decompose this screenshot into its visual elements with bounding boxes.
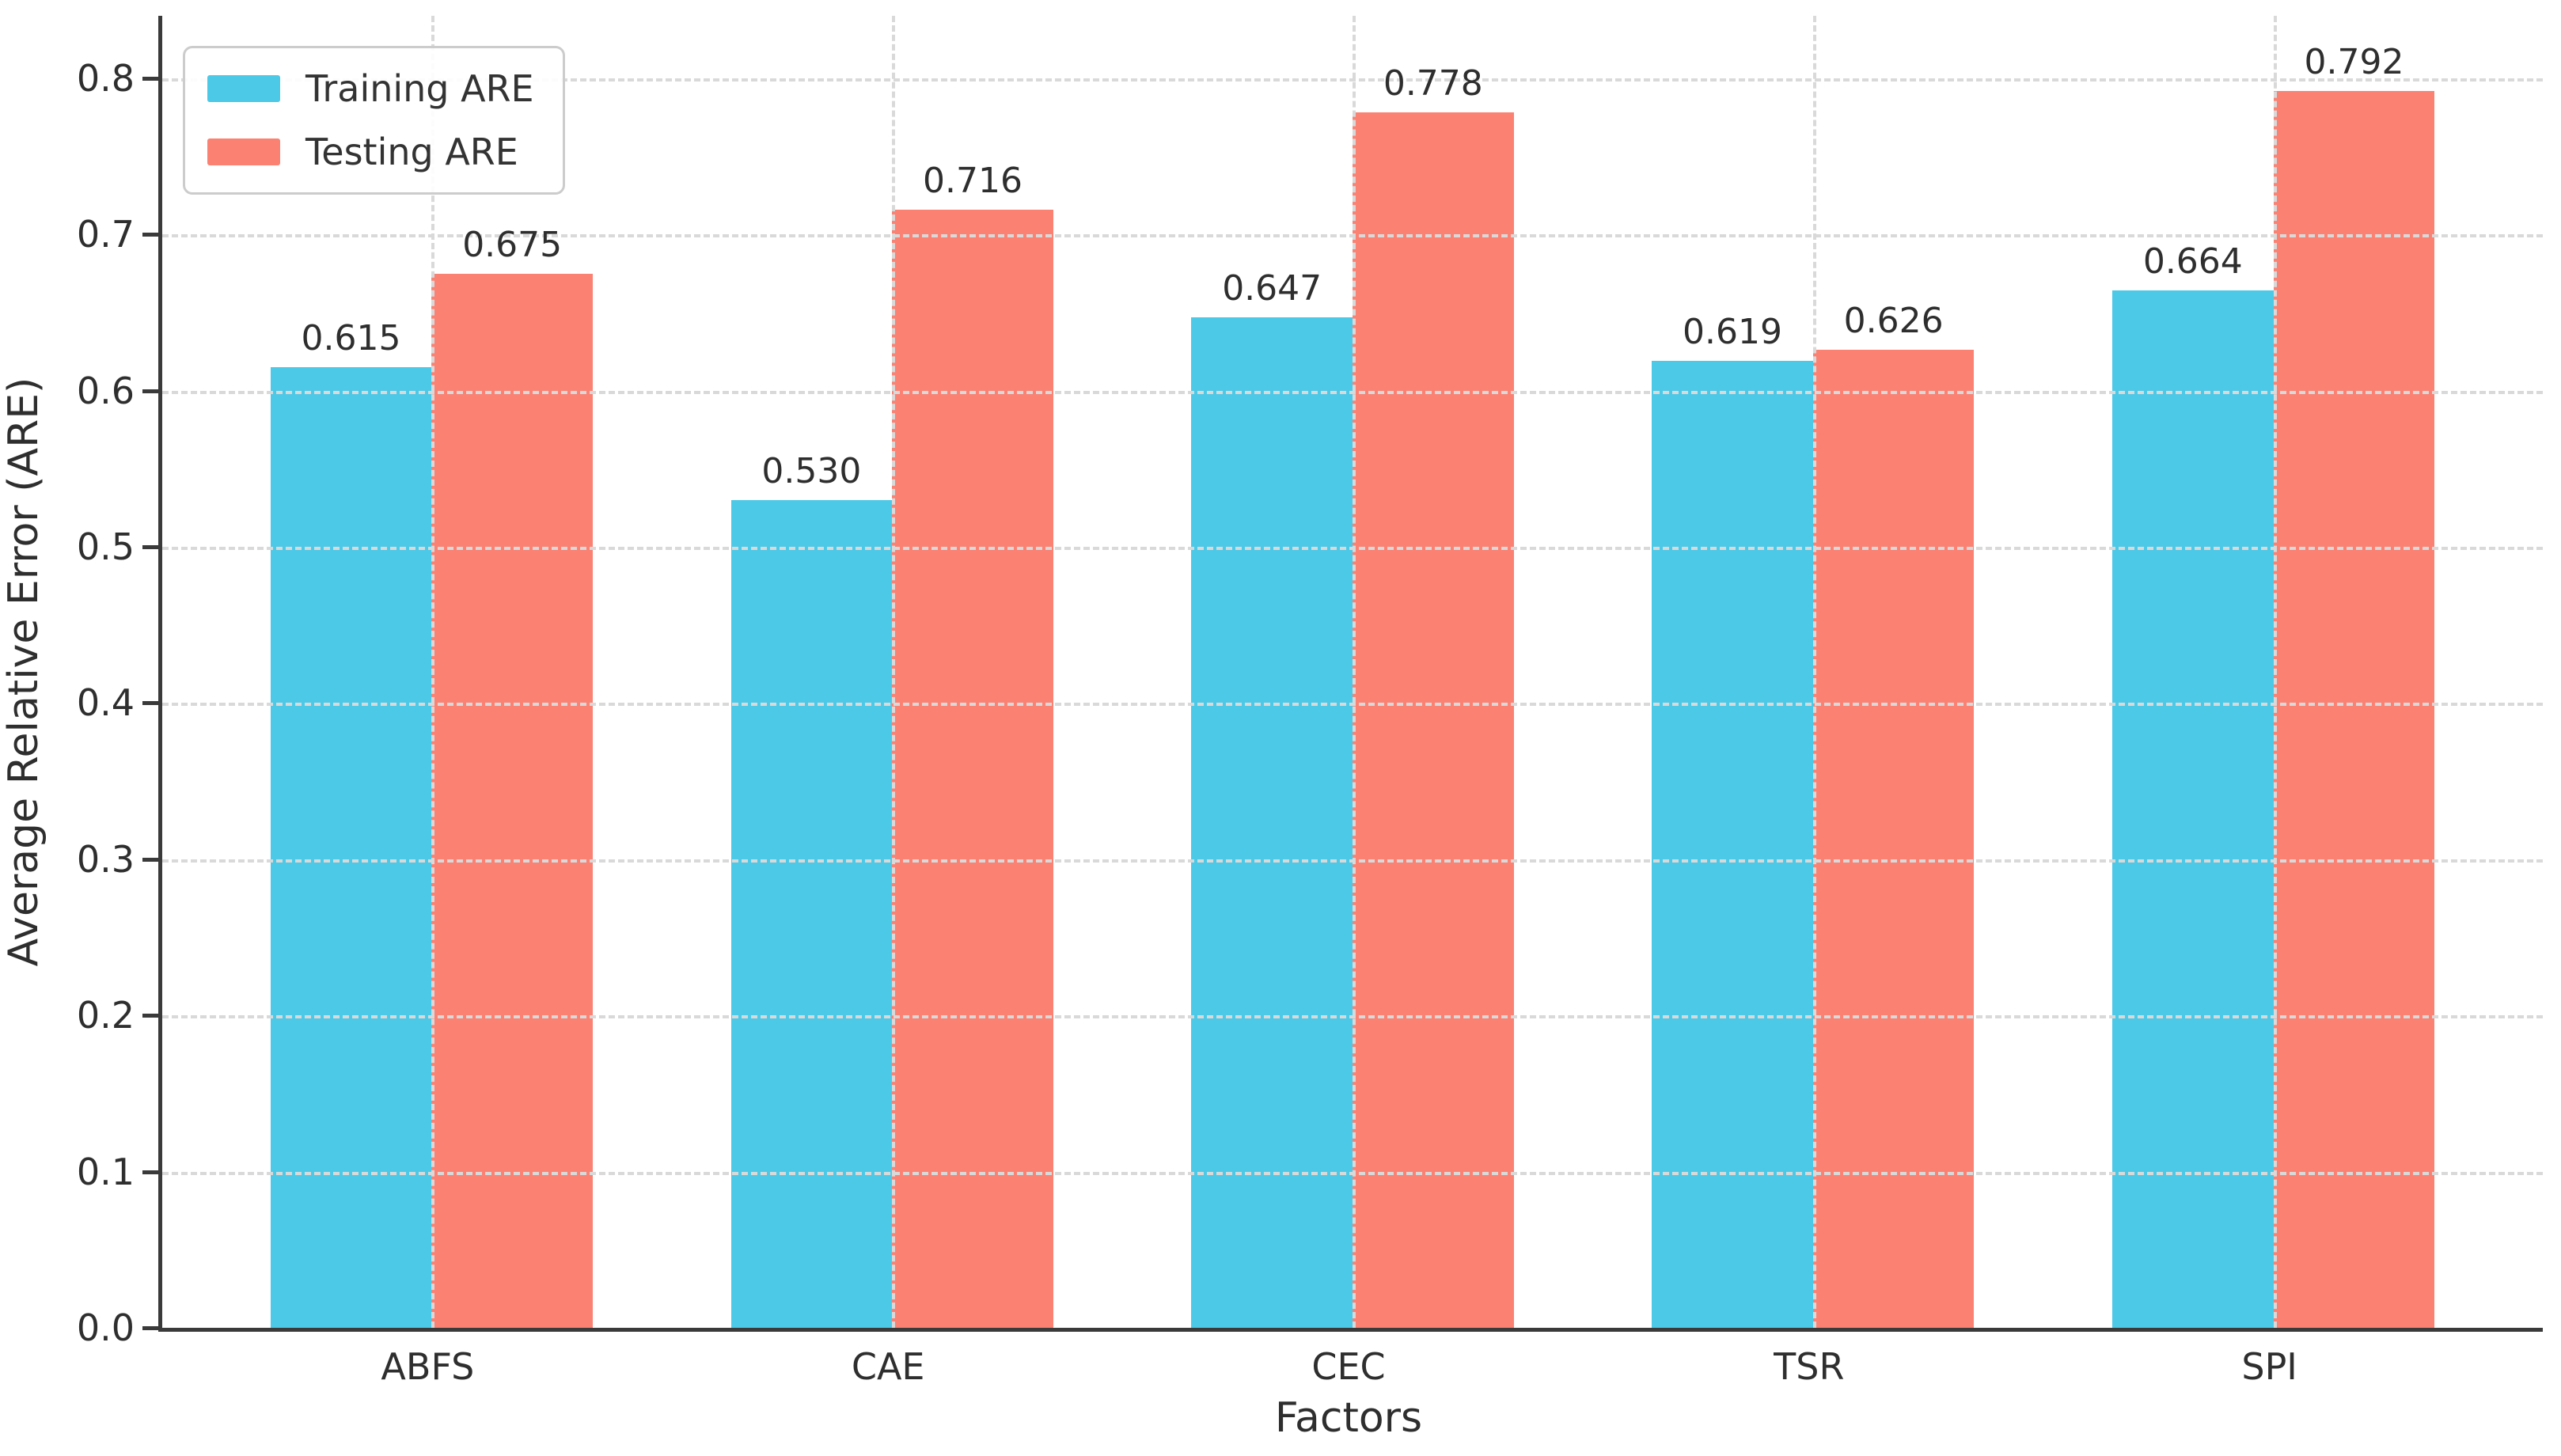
y-tick-mark [142,1014,158,1018]
bar-training-tsr [1652,361,1813,1328]
bar-training-spi [2112,290,2274,1328]
bar-testing-spi [2273,90,2435,1328]
y-tick-mark [142,389,158,393]
y-tick-label-0.8: 0.8 [76,56,135,100]
y-tick-label-0.3: 0.3 [76,837,135,881]
y-tick-label-0.4: 0.4 [76,681,135,725]
value-label-training-tsr: 0.619 [1683,312,1782,353]
y-tick-mark [142,76,158,81]
y-tick-mark [142,233,158,237]
y-tick-mark [142,1170,158,1174]
legend-item-training-are: Training ARE [207,67,534,110]
x-tick-label-cae: CAE [851,1345,925,1388]
value-label-testing-abfs: 0.675 [462,224,563,265]
x-tick-label-tsr: TSR [1774,1345,1845,1388]
y-tick-label-0.6: 0.6 [76,369,135,412]
y-tick-mark [142,545,158,550]
value-label-training-cae: 0.530 [761,450,862,491]
value-label-testing-cae: 0.716 [923,160,1023,201]
y-tick-mark [142,857,158,862]
y-tick-label-0.1: 0.1 [76,1150,135,1193]
bar-testing-abfs [431,273,593,1328]
value-label-testing-tsr: 0.626 [1843,301,1944,342]
plot-area: Training ARE Testing ARE 0.615 0.530 0.647… [158,16,2543,1332]
legend-item-testing-are: Testing ARE [207,131,534,173]
y-tick-mark [142,1326,158,1330]
value-label-testing-cec: 0.778 [1383,63,1483,104]
value-label-training-abfs: 0.615 [301,318,401,359]
value-label-training-spi: 0.664 [2142,241,2243,282]
value-label-training-cec: 0.647 [1222,267,1322,309]
y-tick-label-0.0: 0.0 [76,1306,135,1349]
legend-swatch-testing-icon [207,138,280,165]
y-tick-label-0.5: 0.5 [76,525,135,569]
y-tick-label-0.7: 0.7 [76,213,135,256]
legend: Training ARE Testing ARE [183,46,565,195]
bar-training-abfs [270,367,432,1328]
bar-training-cec [1191,317,1353,1328]
bar-testing-tsr [1812,350,1975,1328]
x-axis-label: Factors [1274,1394,1423,1442]
bar-testing-cec [1353,112,1514,1328]
bar-training-cae [730,499,893,1328]
legend-label-testing: Testing ARE [305,131,518,173]
y-tick-mark [142,701,158,706]
value-label-testing-spi: 0.792 [2304,41,2404,82]
bar-testing-cae [892,209,1053,1328]
y-tick-label-0.2: 0.2 [76,994,135,1037]
x-tick-label-spi: SPI [2241,1345,2297,1388]
x-tick-label-cec: CEC [1311,1345,1386,1388]
legend-label-training: Training ARE [305,67,534,110]
x-tick-label-abfs: ABFS [381,1345,475,1388]
legend-swatch-training-icon [207,75,280,102]
